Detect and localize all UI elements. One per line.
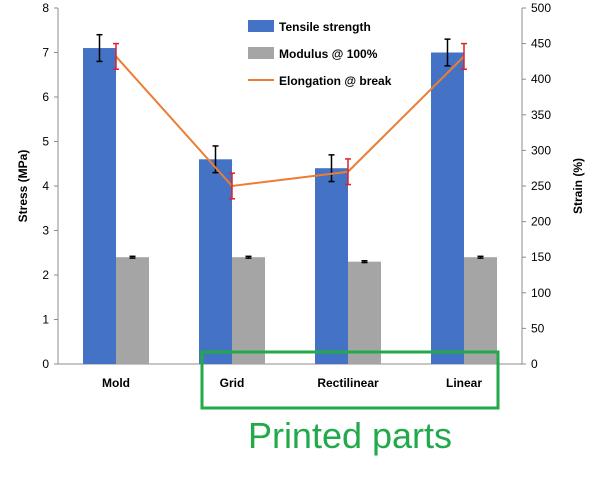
tensile-strength-bar [199, 159, 232, 364]
right-tick-label: 400 [531, 72, 551, 86]
category-label: Grid [220, 376, 245, 390]
category-label: Mold [102, 376, 130, 390]
right-tick-label: 50 [531, 321, 545, 335]
elongation-line [115, 55, 465, 188]
right-tick-label: 450 [531, 37, 551, 51]
legend-swatch-tensile [248, 20, 274, 32]
right-tick-label: 350 [531, 108, 551, 122]
right-tick-label: 100 [531, 286, 551, 300]
printed-parts-label: Printed parts [248, 415, 452, 456]
tensile-strength-bar [315, 168, 348, 364]
legend-label-elongation: Elongation @ break [279, 74, 392, 88]
modulus-bar [232, 257, 265, 364]
left-tick-label: 0 [42, 357, 49, 371]
left-tick-label: 8 [42, 1, 49, 15]
left-tick-label: 1 [42, 313, 49, 327]
right-axis-title: Strain (%) [571, 158, 585, 214]
legend: Tensile strength Modulus @ 100% Elongati… [248, 20, 392, 88]
printed-parts-box [200, 350, 500, 410]
left-tick-label: 5 [42, 135, 49, 149]
tensile-strength-bar [431, 52, 464, 364]
right-tick-label: 250 [531, 179, 551, 193]
category-label: Linear [446, 376, 482, 390]
left-tick-label: 7 [42, 46, 49, 60]
legend-label-modulus: Modulus @ 100% [279, 47, 378, 61]
right-tick-label: 150 [531, 250, 551, 264]
modulus-bar [116, 257, 149, 364]
modulus-bar [464, 257, 497, 364]
bar-series [83, 33, 497, 365]
right-tick-label: 0 [531, 357, 538, 371]
right-tick-label: 300 [531, 143, 551, 157]
left-tick-label: 2 [42, 268, 49, 282]
left-axis-title: Stress (MPa) [16, 150, 30, 223]
category-label: Rectilinear [317, 376, 379, 390]
legend-label-tensile: Tensile strength [279, 20, 371, 34]
left-tick-label: 3 [42, 224, 49, 238]
left-tick-labels: 0 1 2 3 4 5 6 7 8 [42, 1, 58, 371]
left-tick-label: 6 [42, 90, 49, 104]
legend-swatch-modulus [248, 47, 274, 59]
line-series [113, 42, 467, 200]
tensile-strength-bar [83, 48, 116, 365]
category-labels: Mold Grid Rectilinear Linear [102, 376, 482, 390]
modulus-bar [348, 261, 381, 364]
right-tick-labels: 0 50 100 150 200 250 300 350 400 450 500 [522, 1, 551, 371]
right-tick-label: 500 [531, 1, 551, 15]
right-tick-label: 200 [531, 215, 551, 229]
left-tick-label: 4 [42, 179, 49, 193]
